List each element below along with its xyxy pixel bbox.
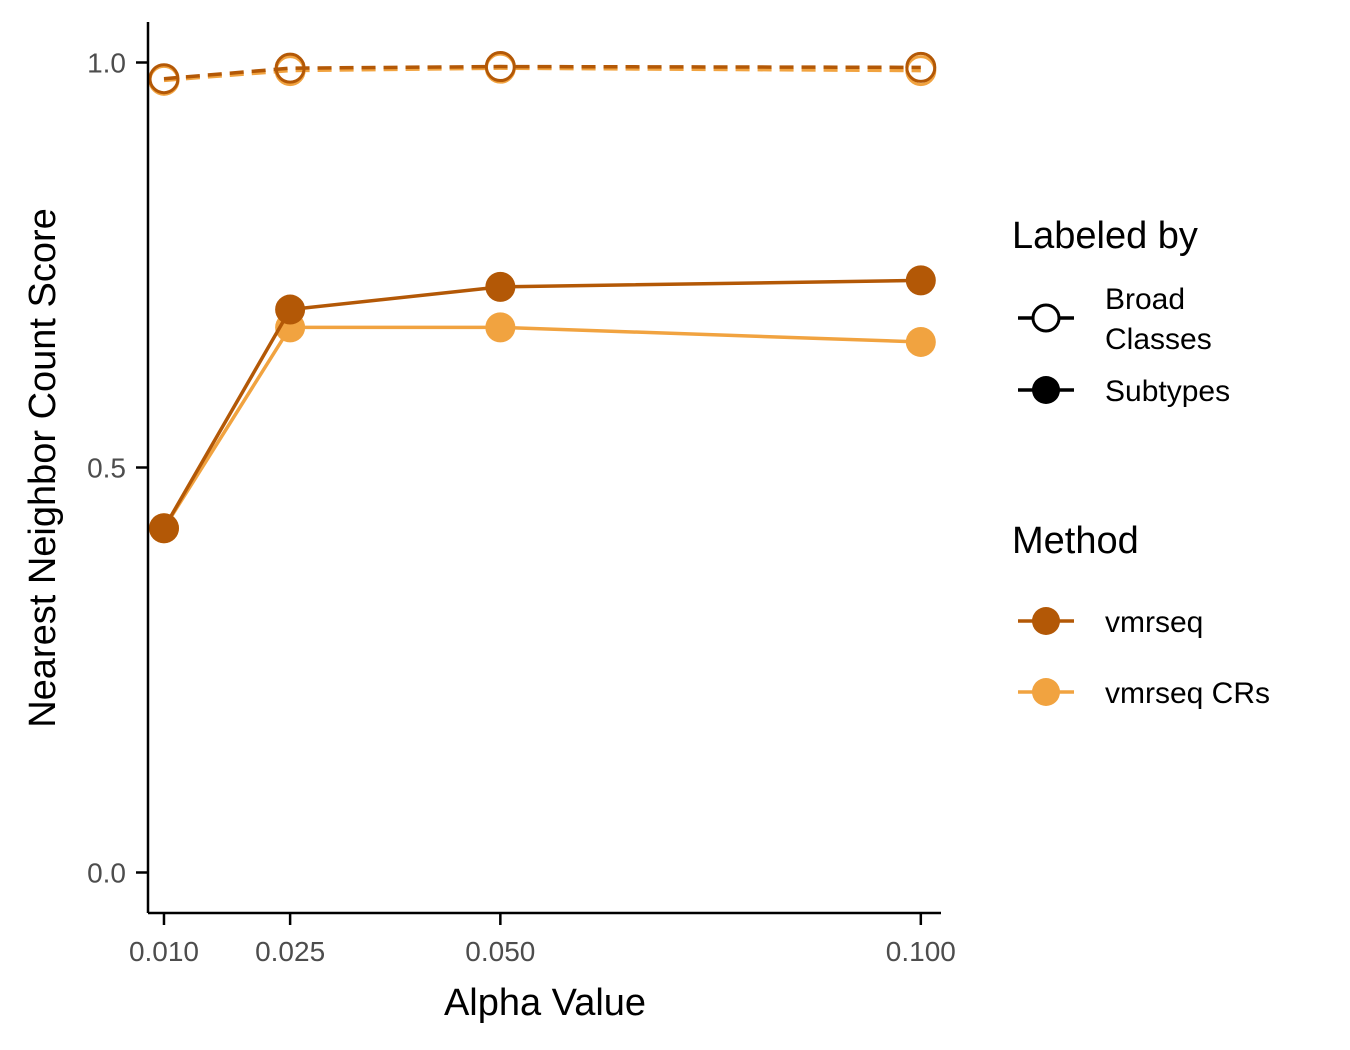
plot-area (148, 51, 937, 544)
series-line (163, 66, 921, 83)
series-line (162, 278, 921, 530)
data-point (274, 52, 306, 84)
y-tick-label: 0.0 (87, 858, 126, 889)
y-tick-label: 0.5 (87, 453, 126, 484)
legend-label: Classes (1105, 323, 1212, 356)
legend-title: Labeled by (1012, 215, 1198, 257)
legend-label: Broad (1105, 283, 1185, 316)
legend-title: Method (1012, 520, 1139, 562)
data-point (485, 271, 516, 302)
axes (146, 22, 941, 915)
legend-item: vmrseq (1018, 606, 1203, 639)
data-point (148, 513, 179, 544)
data-point (905, 265, 936, 296)
y-ticks: 0.0 0.5 1.0 (87, 48, 148, 889)
legend-label: vmrseq CRs (1105, 677, 1270, 710)
data-point (905, 51, 937, 83)
series-line (163, 64, 921, 81)
series-vmrseq-crs-broad-classes (148, 52, 937, 96)
data-point (275, 294, 306, 325)
legend-method: Method vmrseq vmrseq CRs (1012, 520, 1270, 710)
legend-key-marker (1031, 303, 1061, 333)
y-tick-label: 1.0 (87, 48, 126, 79)
x-ticks: 0.010 0.025 0.050 0.100 (129, 913, 956, 967)
legend-label: vmrseq (1105, 606, 1203, 639)
data-point (905, 326, 936, 357)
data-point (485, 312, 516, 343)
x-tick-label: 0.025 (255, 936, 325, 967)
x-tick-label: 0.010 (129, 936, 199, 967)
legends: Labeled by Broad Classes Subtypes Method vmrs… (1012, 215, 1270, 710)
legend-key-marker (1032, 607, 1060, 635)
y-axis-title: Nearest Neighbor Count Score (22, 208, 64, 728)
legend-item: Broad Classes (1018, 283, 1212, 356)
legend-item: Subtypes (1018, 375, 1230, 408)
data-point (484, 51, 516, 83)
legend-key-marker (1032, 376, 1060, 404)
x-tick-label: 0.050 (465, 936, 535, 967)
x-axis-title: Alpha Value (444, 982, 646, 1024)
x-tick-label: 0.100 (886, 936, 956, 967)
legend-labeled-by: Labeled by Broad Classes Subtypes (1012, 215, 1230, 408)
series-line (162, 325, 921, 530)
series-vmrseq-subtypes (148, 265, 936, 544)
series-vmrseq-broad-classes (148, 51, 937, 95)
legend-key-marker (1032, 678, 1060, 706)
legend-label: Subtypes (1105, 375, 1230, 408)
legend-item: vmrseq CRs (1018, 677, 1270, 710)
data-point (148, 63, 180, 95)
